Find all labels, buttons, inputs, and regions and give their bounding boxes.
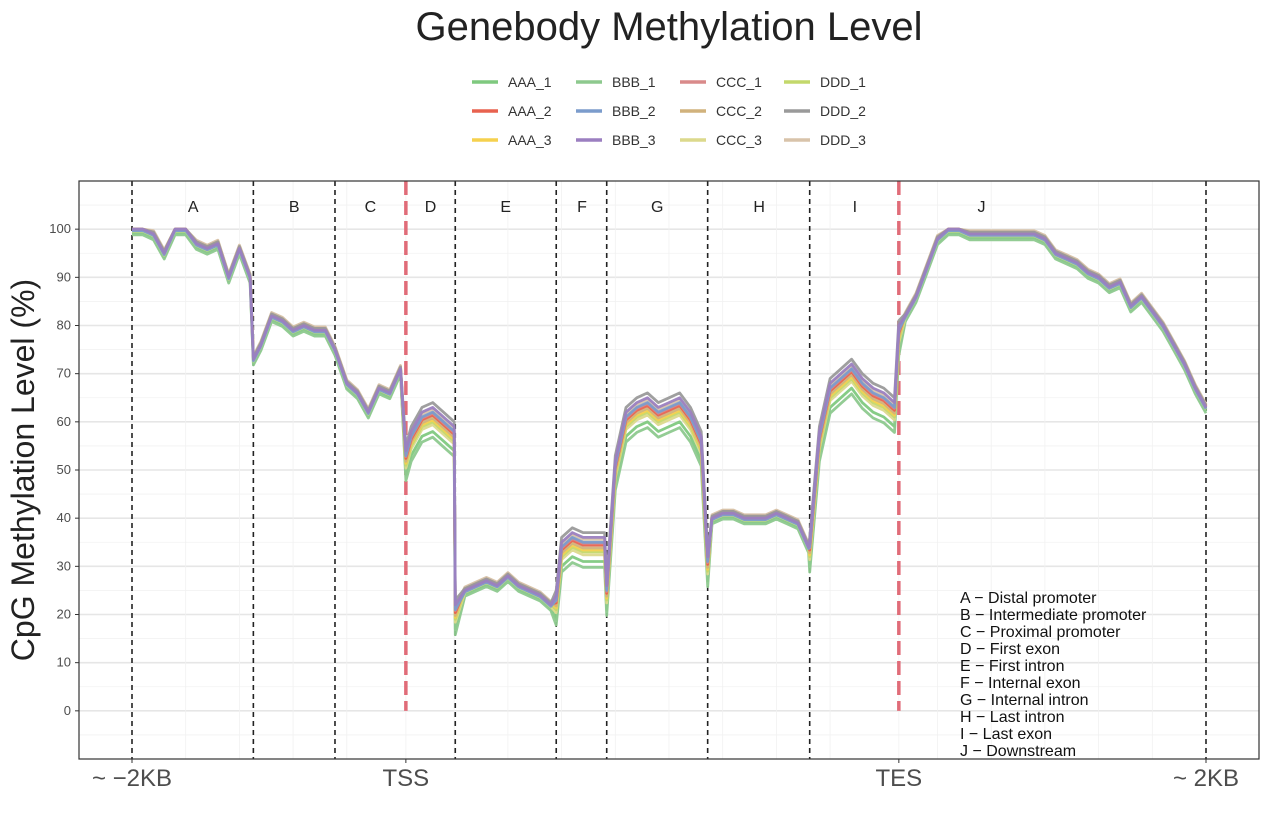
region-note: J − Downstream <box>960 743 1076 760</box>
region-note: F − Internal exon <box>960 675 1081 692</box>
legend-label: DDD_1 <box>820 74 866 90</box>
legend-label: CCC_2 <box>716 103 762 119</box>
legend-label: BBB_2 <box>612 103 656 119</box>
y-tick-label: 90 <box>57 269 71 284</box>
region-note: C − Proximal promoter <box>960 624 1121 641</box>
x-axis: ~ −2KB TSS TES ~ 2KB <box>92 759 1239 792</box>
x-tick-label: TSS <box>383 765 430 792</box>
y-tick-label: 50 <box>57 462 71 477</box>
legend-label: AAA_3 <box>508 132 552 148</box>
legend: AAA_1 AAA_2 AAA_3 BBB_1 BBB_2 BBB_3 CCC_1 CCC_2… <box>472 74 866 148</box>
legend-label: DDD_3 <box>820 132 866 148</box>
region-note: D − First exon <box>960 641 1060 658</box>
region-label: D <box>425 199 437 216</box>
region-label: H <box>753 199 765 216</box>
x-tick-label: TES <box>875 765 922 792</box>
region-note: H − Last intron <box>960 709 1065 726</box>
y-tick-label: 40 <box>57 510 71 525</box>
y-tick-label: 80 <box>57 318 71 333</box>
legend-label: CCC_1 <box>716 74 762 90</box>
legend-label: AAA_2 <box>508 103 552 119</box>
region-labels: A B C D E F G H I J <box>188 199 986 216</box>
legend-label: BBB_3 <box>612 132 656 148</box>
legend-label: AAA_1 <box>508 74 552 90</box>
region-label: J <box>978 199 986 216</box>
series-line-aaa-1 <box>132 231 1208 631</box>
y-tick-label: 100 <box>49 221 71 236</box>
region-label: G <box>651 199 663 216</box>
region-label: A <box>188 199 199 216</box>
region-label: B <box>289 199 300 216</box>
legend-label: BBB_1 <box>612 74 656 90</box>
y-axis-title: CpG Methylation Level (%) <box>5 279 41 661</box>
y-tick-label: 0 <box>64 703 71 718</box>
legend-label: DDD_2 <box>820 103 866 119</box>
region-label: F <box>577 199 587 216</box>
series-lines <box>132 227 1208 637</box>
region-note: G − Internal intron <box>960 692 1089 709</box>
y-tick-label: 70 <box>57 366 71 381</box>
chart-title: Genebody Methylation Level <box>416 5 923 49</box>
y-tick-label: 10 <box>57 655 71 670</box>
legend-label: CCC_3 <box>716 132 762 148</box>
region-note: A − Distal promoter <box>960 590 1097 607</box>
region-label: C <box>365 199 377 216</box>
region-note: B − Intermediate promoter <box>960 607 1147 624</box>
x-tick-label: ~ −2KB <box>92 765 172 792</box>
y-tick-label: 60 <box>57 414 71 429</box>
region-note: I − Last exon <box>960 726 1052 743</box>
y-tick-label: 30 <box>57 558 71 573</box>
series-line-ddd-2 <box>132 227 1208 605</box>
series-line-bbb-1 <box>132 233 1208 637</box>
region-label: E <box>500 199 511 216</box>
region-label: I <box>853 199 857 216</box>
region-note: E − First intron <box>960 658 1064 675</box>
y-tick-label: 20 <box>57 607 71 622</box>
y-axis: 0 10 20 30 40 50 60 70 80 90 100 <box>49 221 79 718</box>
x-tick-label: ~ 2KB <box>1173 765 1239 792</box>
series-line-bbb-3 <box>132 227 1208 607</box>
